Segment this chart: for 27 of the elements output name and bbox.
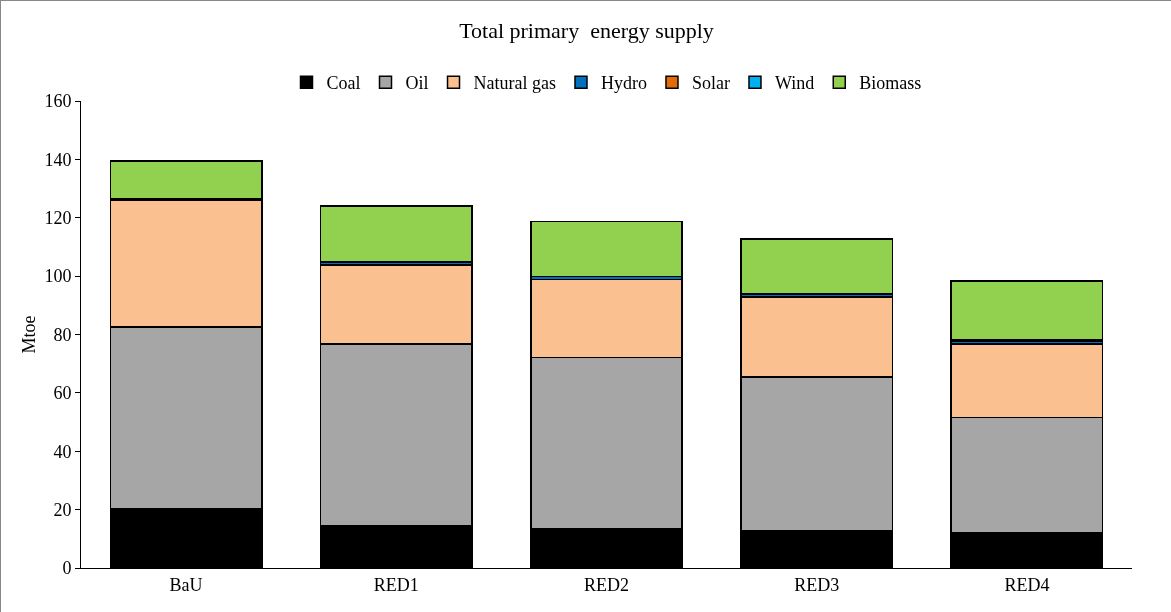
bar xyxy=(319,205,473,263)
x-tick-label: RED2 xyxy=(584,574,629,595)
chart-title: Total primary energy supply xyxy=(459,17,714,43)
y-tick-label: 60 xyxy=(53,383,72,404)
legend-label: Hydro xyxy=(600,73,647,94)
bar xyxy=(740,238,894,295)
legend-label: Natural gas xyxy=(473,73,556,94)
x-tick-label: RED1 xyxy=(373,574,419,595)
legend-label: Coal xyxy=(326,73,361,94)
y-tick-label: 80 xyxy=(53,324,72,345)
y-tick-label: 160 xyxy=(44,91,72,112)
x-tick-label: RED4 xyxy=(1004,574,1050,595)
legend-label: Biomass xyxy=(859,73,922,94)
legend-label: Wind xyxy=(774,73,815,94)
bar xyxy=(530,220,683,278)
y-tick-label: 0 xyxy=(62,558,72,579)
y-tick-label: 120 xyxy=(44,208,72,229)
y-tick-label: 100 xyxy=(44,266,72,287)
y-axis-title: Mtoe xyxy=(19,315,39,354)
legend-label: Oil xyxy=(405,73,429,94)
y-tick-label: 40 xyxy=(53,441,72,462)
legend-label: Solar xyxy=(691,73,730,94)
y-tick-label: 140 xyxy=(44,149,72,170)
x-tick-label: RED3 xyxy=(794,574,840,595)
y-tick-label: 20 xyxy=(53,499,72,520)
bar xyxy=(950,280,1104,341)
x-tick-label: BaU xyxy=(169,574,203,595)
